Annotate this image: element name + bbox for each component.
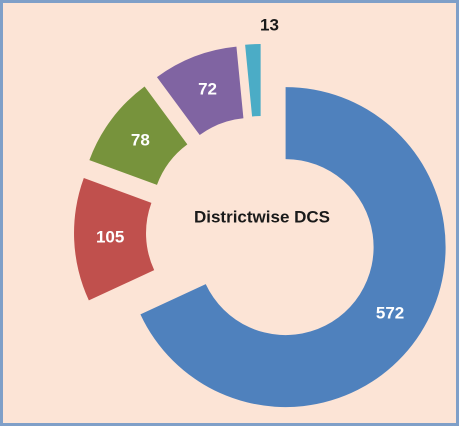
chart-title: Districtwise DCS bbox=[194, 207, 330, 226]
donut-segment bbox=[140, 87, 446, 408]
donut-segment bbox=[245, 44, 261, 117]
data-label: 72 bbox=[198, 80, 217, 99]
donut-segment bbox=[156, 46, 244, 136]
data-label: 572 bbox=[376, 303, 404, 322]
donut-segment bbox=[74, 178, 155, 301]
data-label: 105 bbox=[96, 228, 124, 247]
data-label: 78 bbox=[131, 130, 150, 149]
donut-segment bbox=[89, 86, 188, 185]
data-label: 13 bbox=[260, 16, 279, 35]
